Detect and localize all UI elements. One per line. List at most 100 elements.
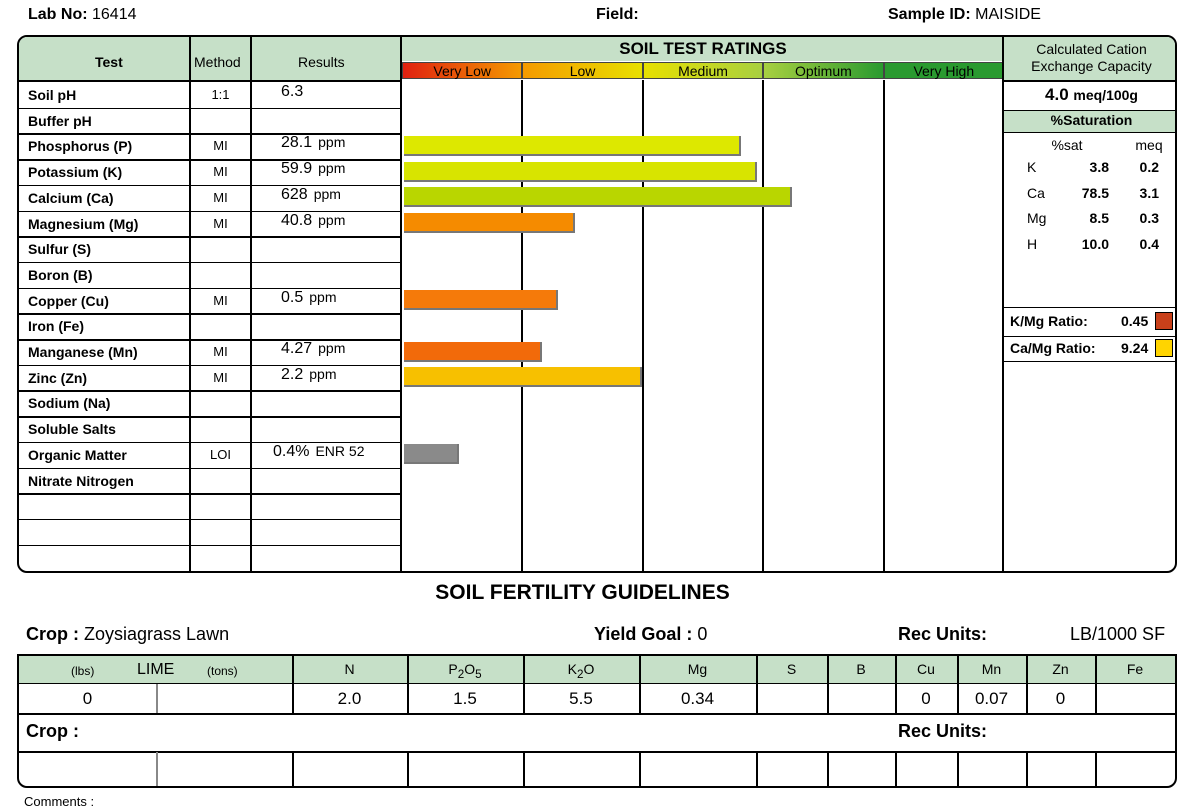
cec-header-divider xyxy=(1004,80,1175,82)
recommendation-column-divider xyxy=(895,656,897,714)
km-ratio-row: K/Mg Ratio: 0.45 xyxy=(1004,307,1175,337)
test-result-value: 40.8 xyxy=(281,211,313,229)
row-divider xyxy=(19,467,402,469)
test-method: MI xyxy=(213,164,228,180)
lab-number-value: 16414 xyxy=(92,6,137,23)
test-result xyxy=(281,469,287,487)
cec-unit: meq/100g xyxy=(1073,87,1138,103)
ratings-header-bg xyxy=(402,37,1004,61)
row-divider xyxy=(19,159,402,161)
test-result-unit: ENR 52 xyxy=(315,442,365,459)
recommendation-column-divider xyxy=(639,656,641,714)
recommendation-value-lime_lbs: 0 xyxy=(82,689,93,708)
row-divider xyxy=(19,339,402,341)
comments-label: Comments : xyxy=(24,794,95,809)
second-crop-column-divider xyxy=(827,752,829,786)
camg-ratio-row: Ca/Mg Ratio: 9.24 xyxy=(1004,336,1175,362)
test-name: Soluble Salts xyxy=(28,421,116,438)
test-name: Organic Matter xyxy=(28,446,127,463)
test-method: MI xyxy=(213,189,228,205)
row-divider xyxy=(19,493,402,495)
recommendation-header-s: S xyxy=(786,661,797,677)
test-name: Potassium (K) xyxy=(28,164,123,181)
second-crop-table xyxy=(17,713,1177,788)
rating-bar xyxy=(404,187,792,208)
results-divider xyxy=(250,37,252,571)
recommendation-header-zn: Zn xyxy=(1052,661,1069,677)
p2o5-part: 5 xyxy=(475,667,482,681)
second-crop-column-divider xyxy=(292,752,294,786)
test-name: Sulfur (S) xyxy=(28,241,91,258)
test-result xyxy=(281,314,287,332)
km-ratio-swatch xyxy=(1155,312,1173,330)
test-result: 28.1 ppm xyxy=(281,134,345,152)
recommendation-column-divider xyxy=(957,656,959,714)
saturation-sat: 3.8 xyxy=(1089,159,1109,175)
recommendation-table: (lbs) LIME (tons) N P2O5 K2O Mg S B Cu Mn Zn Fe 0 2.0 1… xyxy=(17,654,1177,714)
sample-id-label: Sample ID: xyxy=(888,6,971,23)
row-divider xyxy=(19,364,402,367)
results-column-header: Results xyxy=(298,54,345,70)
recommendation-value-p2o5: 1.5 xyxy=(453,689,477,708)
recommendation-value-mg: 0.34 xyxy=(680,689,715,708)
rating-bar xyxy=(404,290,559,311)
test-result xyxy=(281,546,287,564)
recommendation-header-p: P2O5 xyxy=(407,661,523,681)
test-result xyxy=(281,237,287,255)
method-column-header: Method xyxy=(194,54,241,70)
cec-title-line2: Exchange Capacity xyxy=(1031,58,1152,74)
test-result xyxy=(281,520,287,538)
recommendation-column-divider xyxy=(1026,656,1028,714)
test-name: Nitrate Nitrogen xyxy=(28,472,134,489)
rating-scale-medium: Medium xyxy=(642,62,764,79)
test-name: Phosphorus (P) xyxy=(28,138,133,155)
recommendation-header-mg: Mg xyxy=(687,661,708,677)
test-result-value: 4.27 xyxy=(281,340,313,357)
saturation-el: Mg xyxy=(1027,210,1047,226)
p2o5-part: O xyxy=(464,661,476,677)
test-method: MI xyxy=(213,215,228,231)
rating-gridline xyxy=(521,80,524,571)
recommendation-value-mn: 0.07 xyxy=(974,689,1009,708)
row-divider xyxy=(19,133,402,135)
test-result-value: 0.4% xyxy=(273,442,310,460)
yield-goal: Yield Goal : 0 xyxy=(594,624,707,645)
crop-value: Zoysiagrass Lawn xyxy=(84,624,230,644)
second-crop-column-divider xyxy=(957,752,959,786)
test-column-header: Test xyxy=(95,54,123,70)
saturation-meq: 0.3 xyxy=(1139,210,1159,226)
cec-value: 4.0 meq/100g xyxy=(1004,85,1175,105)
rec-units2-label: Rec Units: xyxy=(898,721,988,741)
test-result: 628 ppm xyxy=(281,186,341,204)
k2o-part: K xyxy=(567,661,577,677)
test-name: Buffer pH xyxy=(28,112,92,129)
second-crop-column-divider xyxy=(523,752,525,786)
test-method: MI xyxy=(213,292,228,308)
recommendation-column-divider xyxy=(292,656,294,714)
test-result-unit: ppm xyxy=(318,160,346,177)
soil-test-panel: Test Method Results SOIL TEST RATINGS Ve… xyxy=(17,35,1177,573)
rec-units-value: LB/1000 SF xyxy=(1070,624,1166,644)
test-result-value: 2.2 xyxy=(281,365,304,383)
method-divider xyxy=(189,37,191,571)
sample-id-value: MAISIDE xyxy=(975,6,1041,23)
camg-ratio-label: Ca/Mg Ratio: xyxy=(1010,340,1096,356)
test-result: 0.4% ENR 52 xyxy=(273,443,365,461)
test-name: Sodium (Na) xyxy=(28,395,111,412)
second-crop-column-divider xyxy=(756,752,758,786)
rating-gridline xyxy=(762,80,765,571)
test-result-value: 6.3 xyxy=(281,83,304,100)
row-divider xyxy=(19,261,402,264)
saturation-sat: 10.0 xyxy=(1081,235,1109,252)
recommendation-column-divider xyxy=(1095,656,1097,714)
row-divider xyxy=(19,236,402,238)
test-result: 0.5 ppm xyxy=(281,289,336,307)
test-result-unit: ppm xyxy=(318,134,346,151)
sat-column-header: %sat xyxy=(1051,137,1083,153)
cec-title: Calculated Cation Exchange Capacity xyxy=(1004,41,1175,75)
sample-id: Sample ID: MAISIDE xyxy=(888,6,1041,24)
recommendation-column-divider xyxy=(407,656,409,714)
p2o5-part: 2 xyxy=(457,667,465,681)
recommendation-header-b: B xyxy=(856,661,866,677)
saturation-header-bg xyxy=(1004,110,1175,133)
